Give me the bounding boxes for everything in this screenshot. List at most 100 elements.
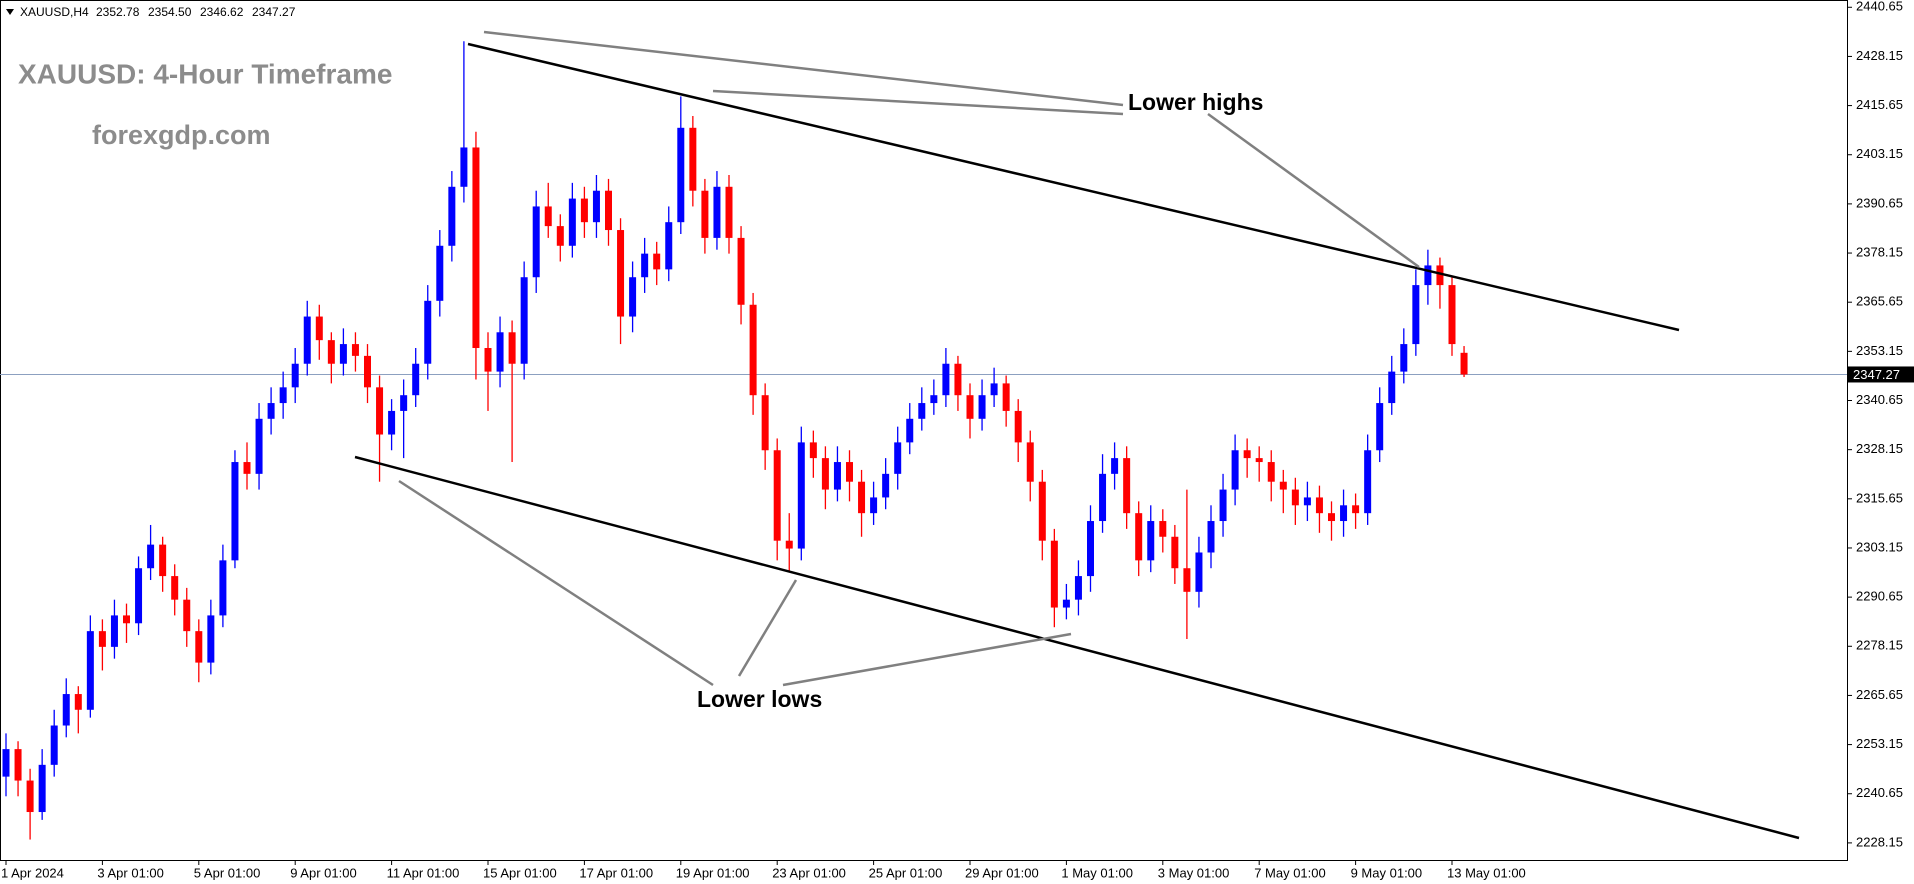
trend-lines <box>354 30 1800 840</box>
header-close: 2347.27 <box>252 5 296 19</box>
candle-body <box>1014 410 1022 443</box>
candle-body <box>1159 521 1167 537</box>
candle-body <box>725 186 733 238</box>
candle-body <box>400 395 408 411</box>
candle-body <box>2 749 10 777</box>
candle-body <box>339 344 347 364</box>
candle-body <box>303 316 311 364</box>
last-price-label: 2347.27 <box>1853 367 1900 382</box>
candle-body <box>737 237 745 305</box>
candle-body <box>424 300 432 364</box>
candle-body <box>954 363 962 396</box>
candle-body <box>123 615 130 624</box>
plot <box>0 41 1847 840</box>
y-tick-label: 2390.65 <box>1856 195 1903 210</box>
candle-body <box>86 631 94 710</box>
candle-body <box>906 418 914 443</box>
pointer-line <box>1207 112 1420 269</box>
candle-body <box>1147 521 1155 561</box>
y-tick-label: 2265.65 <box>1856 687 1903 702</box>
candle-body <box>1026 442 1034 482</box>
candle-body <box>532 206 540 278</box>
candle-body <box>1207 521 1215 553</box>
x-tick-label: 9 May 01:00 <box>1351 865 1423 880</box>
candle-body <box>713 186 721 238</box>
y-tick-label: 2315.65 <box>1856 490 1903 505</box>
candle-body <box>930 395 938 404</box>
candle-body <box>472 147 480 349</box>
candle-body <box>195 631 203 663</box>
pointer-line <box>483 30 1124 107</box>
candle-body <box>1424 265 1432 286</box>
candle-body <box>1448 285 1456 345</box>
candle-body <box>1340 505 1348 522</box>
candle-body <box>412 363 420 396</box>
y-tick-label: 2328.15 <box>1856 441 1903 456</box>
candle-body <box>110 615 118 647</box>
candle-body <box>1279 481 1287 490</box>
candle-body <box>74 694 82 710</box>
x-tick-label: 3 Apr 01:00 <box>97 865 163 880</box>
y-tick-label: 2403.15 <box>1856 146 1903 161</box>
chart-title: XAUUSD: 4-Hour Timeframe <box>18 58 392 89</box>
y-tick-label: 2428.15 <box>1856 48 1903 63</box>
candle-body <box>1135 513 1143 561</box>
candle-body <box>255 418 263 474</box>
candle-body <box>207 615 215 663</box>
x-tick-label: 9 Apr 01:00 <box>290 865 357 880</box>
pointer-line <box>782 632 1072 687</box>
x-tick-label: 1 Apr 2024 <box>1 865 64 880</box>
plot-frame <box>0 0 1848 861</box>
candle-body <box>858 481 866 514</box>
candle-body <box>605 190 612 231</box>
candle-body <box>520 277 528 364</box>
candle-body <box>1291 489 1299 506</box>
candle-body <box>942 363 950 396</box>
annotation: Lower highs <box>1128 89 1263 115</box>
candle-body <box>761 395 769 451</box>
candle-body <box>1364 450 1372 514</box>
candle-body <box>580 198 588 223</box>
candle-body <box>592 190 600 223</box>
candle-body <box>701 190 709 238</box>
header-symbol: XAUUSD,H4 <box>20 5 89 19</box>
y-tick-label: 2378.15 <box>1856 244 1903 259</box>
header-open: 2352.78 <box>96 5 140 19</box>
y-tick-label: 2303.15 <box>1856 539 1903 554</box>
candle-body <box>641 253 649 278</box>
candle-body <box>436 245 444 301</box>
candle-body <box>677 127 685 223</box>
candle-body <box>327 340 335 364</box>
candle-body <box>556 226 564 246</box>
candle-body <box>267 403 275 419</box>
candle-body <box>870 497 878 514</box>
y-tick-label: 2253.15 <box>1856 736 1903 751</box>
candle-body <box>219 560 227 616</box>
y-tick-label: 2278.15 <box>1856 638 1903 653</box>
candle-body <box>1400 344 1408 372</box>
candle-body <box>1050 540 1058 608</box>
candle-body <box>833 462 841 490</box>
candle-body <box>1352 505 1360 514</box>
y-tick-label: 2440.65 <box>1856 0 1903 14</box>
x-tick-label: 3 May 01:00 <box>1158 865 1230 880</box>
x-tick-label: 23 Apr 01:00 <box>772 865 846 880</box>
candle-body <box>653 253 661 270</box>
candle-body <box>882 473 890 498</box>
x-tick-label: 5 Apr 01:00 <box>194 865 260 880</box>
candle-body <box>1183 568 1191 592</box>
candle-body <box>243 462 251 474</box>
x-tick-label: 17 Apr 01:00 <box>579 865 653 880</box>
candle-body <box>1087 521 1094 577</box>
candle-body <box>159 544 167 577</box>
candle-body <box>508 332 516 364</box>
x-tick-label: 19 Apr 01:00 <box>676 865 750 880</box>
candle-body <box>1038 481 1046 541</box>
candle-body <box>484 348 492 372</box>
candle-body <box>918 403 926 419</box>
candle-body <box>821 458 829 490</box>
candle-body <box>1231 450 1239 490</box>
x-tick-label: 11 Apr 01:00 <box>387 865 460 880</box>
candle-body <box>1219 489 1227 522</box>
